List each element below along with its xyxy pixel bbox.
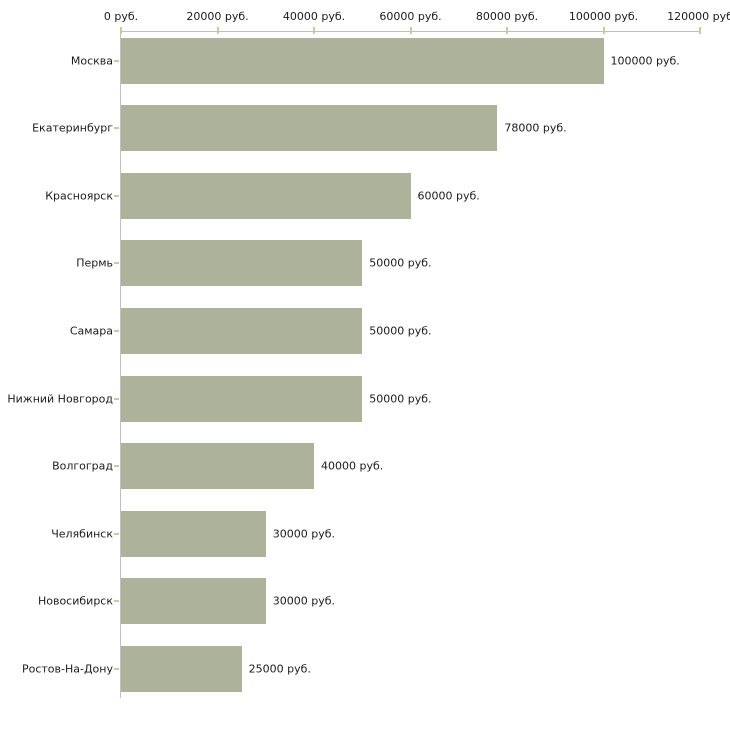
y-axis-tick-mark <box>114 127 119 130</box>
bar <box>121 172 411 219</box>
y-axis-line <box>120 31 121 698</box>
x-axis-tick-label: 0 руб. <box>103 10 139 23</box>
bar <box>121 307 363 354</box>
x-axis-tick-mark <box>216 27 219 34</box>
value-label: 50000 руб. <box>369 256 432 270</box>
y-axis-tick-mark <box>114 465 119 468</box>
value-label: 25000 руб. <box>248 662 311 676</box>
y-axis-tick-mark <box>114 194 119 197</box>
x-axis-tick-label: 80000 руб. <box>475 10 539 23</box>
x-axis-tick-label: 40000 руб. <box>282 10 346 23</box>
category-label: Новосибирск <box>37 594 113 608</box>
bar <box>121 578 266 625</box>
category-label: Нижний Новгород <box>7 392 113 405</box>
category-label: Красноярск <box>45 189 113 203</box>
bar <box>121 240 363 287</box>
bar <box>121 105 498 152</box>
value-label: 50000 руб. <box>369 392 432 405</box>
x-axis-tick-mark <box>602 27 605 34</box>
bar <box>121 645 242 692</box>
category-label: Екатеринбург <box>32 121 113 135</box>
x-axis-tick-mark <box>120 27 122 34</box>
y-axis-tick-mark <box>114 667 119 670</box>
y-axis-tick-mark <box>114 262 119 265</box>
category-label: Ростов-На-Дону <box>21 662 113 676</box>
value-label: 40000 руб. <box>321 459 384 473</box>
x-axis-tick-label: 20000 руб. <box>186 10 249 23</box>
category-label: Москва <box>70 54 113 67</box>
category-label: Самара <box>69 324 113 338</box>
category-label: Пермь <box>76 256 113 270</box>
bar <box>121 37 604 84</box>
y-axis-tick-mark <box>114 397 119 400</box>
x-axis-tick-label: 120000 руб <box>667 10 730 23</box>
category-label: Волгоград <box>52 459 113 473</box>
value-label: 60000 руб. <box>417 189 480 203</box>
value-label: 30000 руб. <box>272 594 336 608</box>
x-axis-tick-mark <box>699 27 701 34</box>
y-axis-tick-mark <box>114 532 119 535</box>
bar <box>121 510 266 557</box>
x-axis-tick-mark <box>506 27 508 34</box>
y-axis-tick-mark <box>114 329 119 332</box>
value-label: 78000 руб. <box>504 121 567 135</box>
x-axis-tick-label: 100000 руб. <box>568 10 639 23</box>
bar <box>121 443 314 490</box>
y-axis-tick-mark <box>114 600 119 603</box>
y-axis-tick-mark <box>114 59 119 62</box>
x-axis-tick-mark <box>409 27 412 34</box>
value-label: 100000 руб. <box>610 54 680 67</box>
value-label: 50000 руб. <box>369 324 432 338</box>
x-axis-tick-label: 60000 руб. <box>379 10 442 23</box>
value-label: 30000 руб. <box>272 527 336 541</box>
x-axis-tick-mark <box>313 27 315 34</box>
category-label: Челябинск <box>51 527 113 541</box>
bar <box>121 375 363 422</box>
